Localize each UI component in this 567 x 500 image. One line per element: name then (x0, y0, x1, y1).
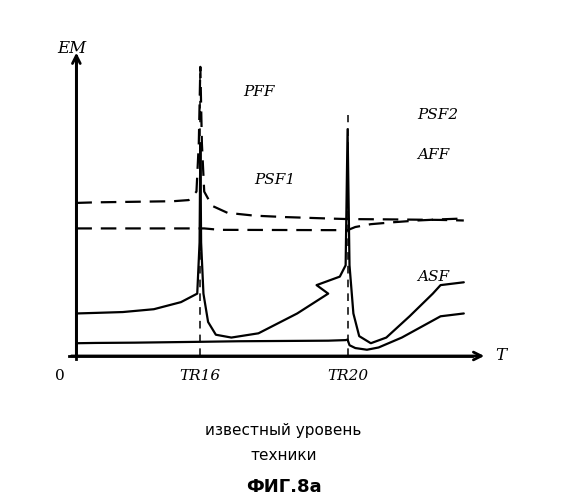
Text: PFF: PFF (243, 86, 274, 100)
Text: AFF: AFF (417, 148, 450, 162)
Text: EM: EM (57, 40, 86, 57)
Text: ASF: ASF (417, 270, 450, 283)
Text: TR16: TR16 (180, 368, 221, 382)
Text: техники: техники (250, 448, 317, 462)
Text: ФИГ.8а: ФИГ.8а (246, 478, 321, 496)
Text: известный уровень: известный уровень (205, 422, 362, 438)
Text: PSF1: PSF1 (255, 173, 296, 187)
Text: T: T (495, 348, 506, 364)
Text: TR20: TR20 (327, 368, 368, 382)
Text: 0: 0 (55, 368, 65, 382)
Text: PSF2: PSF2 (417, 108, 459, 122)
